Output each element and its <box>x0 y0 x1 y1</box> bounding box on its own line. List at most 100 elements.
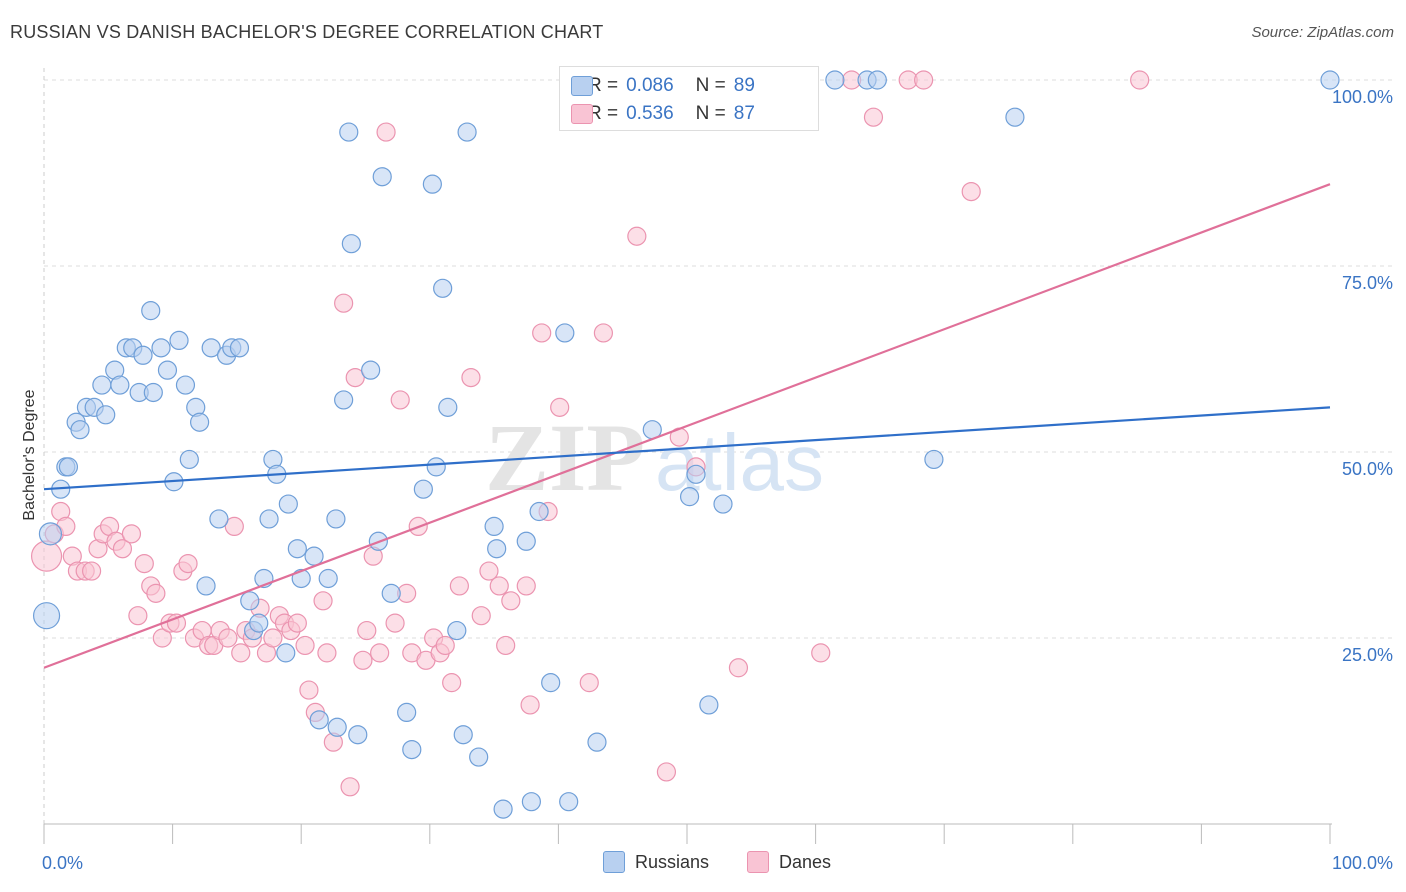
russians-point-58 <box>402 739 422 760</box>
russians-point-35 <box>249 613 269 633</box>
russians-point-59 <box>413 479 433 499</box>
danes-point-35 <box>263 628 283 648</box>
russians-point-79 <box>679 487 700 507</box>
danes-point-30 <box>231 643 251 663</box>
danes-point-39 <box>287 613 307 633</box>
russians-point-72 <box>521 792 541 812</box>
watermark-zip: ZIP <box>485 404 645 511</box>
gridlines <box>44 79 1395 639</box>
legend-item-danes[interactable]: Danes <box>747 851 831 873</box>
russians-legend-swatch <box>603 851 625 873</box>
danes-r-value: 0.536 <box>626 103 674 124</box>
russians-point-24 <box>179 449 199 470</box>
russians-trend-line <box>43 406 1331 491</box>
chart-title: RUSSIAN VS DANISH BACHELOR'S DEGREE CORR… <box>10 22 604 42</box>
danes-point-73 <box>532 323 552 343</box>
source-credit: Source: ZipAtlas.com <box>1251 24 1394 41</box>
danes-point-75 <box>550 397 570 417</box>
russians-point-60 <box>422 174 442 194</box>
russians-point-6 <box>70 420 90 440</box>
danes-point-78 <box>627 226 647 246</box>
russians-point-57 <box>397 702 417 723</box>
russians-point-20 <box>157 360 178 380</box>
danes-point-62 <box>435 635 455 656</box>
russians-r-value: 0.086 <box>626 75 674 96</box>
series-legend: Russians Danes <box>0 851 1406 877</box>
y-tick-label-50: 50.0% <box>1342 459 1393 479</box>
russians-point-82 <box>713 494 733 514</box>
russians-point-44 <box>304 546 324 566</box>
russians-point-63 <box>438 397 458 417</box>
danes-point-47 <box>340 777 360 797</box>
russians-point-41 <box>278 494 298 514</box>
y-tick-label-25: 25.0% <box>1342 645 1393 665</box>
danes-point-63 <box>442 673 462 693</box>
russians-point-42 <box>287 539 307 559</box>
danes-point-76 <box>579 673 599 693</box>
danes-point-28 <box>218 628 238 648</box>
russians-point-49 <box>334 390 354 410</box>
russians-n-value: 89 <box>733 75 755 96</box>
russians-point-86 <box>924 449 944 470</box>
danes-point-88 <box>961 182 981 202</box>
russians-point-47 <box>326 509 346 529</box>
legend-item-russians[interactable]: Russians <box>603 851 709 873</box>
russians-point-52 <box>348 725 368 745</box>
danes-point-0 <box>30 540 63 572</box>
legend-row-danes: R = 0.536 N = 87 <box>571 100 777 128</box>
russians-point-0 <box>32 602 61 630</box>
x-tick-label-max: 100.0% <box>1332 853 1393 873</box>
russians-point-33 <box>240 591 260 611</box>
danes-point-14 <box>128 606 148 626</box>
russians-point-76 <box>559 792 579 812</box>
russians-point-28 <box>201 338 221 358</box>
russians-point-71 <box>516 531 536 551</box>
danes-point-22 <box>178 553 198 574</box>
danes-point-44 <box>317 643 337 663</box>
danes-legend-label: Danes <box>779 851 832 872</box>
y-tick-label-75: 75.0% <box>1342 273 1393 293</box>
danes-point-49 <box>353 650 373 670</box>
russians-point-87 <box>1005 107 1025 127</box>
danes-swatch <box>571 104 593 124</box>
russians-point-23 <box>175 375 196 395</box>
russians-point-65 <box>453 725 473 745</box>
russians-point-46 <box>318 568 338 589</box>
russians-point-43 <box>291 568 311 589</box>
danes-point-67 <box>479 561 499 581</box>
danes-point-41 <box>299 680 319 700</box>
danes-point-53 <box>376 122 396 142</box>
danes-point-87 <box>914 70 934 90</box>
danes-point-83 <box>811 643 831 663</box>
danes-point-17 <box>146 583 166 603</box>
russians-point-67 <box>469 747 489 767</box>
axes <box>43 68 1332 844</box>
russians-n-label: N = <box>695 75 726 96</box>
x-tick-label-min: 0.0% <box>42 853 83 873</box>
danes-point-52 <box>370 643 390 663</box>
russians-point-37 <box>259 509 279 529</box>
danes-point-43 <box>313 591 333 611</box>
russians-point-32 <box>229 338 250 358</box>
danes-points <box>30 70 1150 797</box>
danes-point-7 <box>81 561 102 581</box>
russians-point-83 <box>825 70 845 90</box>
danes-point-77 <box>593 323 614 343</box>
russians-point-81 <box>699 695 719 715</box>
russians-point-40 <box>276 643 296 663</box>
danes-n-value: 87 <box>733 103 755 124</box>
danes-point-85 <box>863 107 884 127</box>
danes-legend-swatch <box>747 851 769 873</box>
russians-point-62 <box>433 278 453 298</box>
trend-lines <box>43 183 1331 669</box>
danes-point-71 <box>516 576 536 596</box>
danes-point-13 <box>121 524 142 544</box>
russians-point-50 <box>339 122 359 142</box>
russians-point-56 <box>381 583 401 603</box>
danes-point-55 <box>390 390 410 410</box>
danes-trend-line <box>43 183 1331 669</box>
russians-point-29 <box>209 509 229 529</box>
russians-point-45 <box>309 710 329 730</box>
danes-point-48 <box>345 368 365 388</box>
russians-point-22 <box>169 330 189 350</box>
